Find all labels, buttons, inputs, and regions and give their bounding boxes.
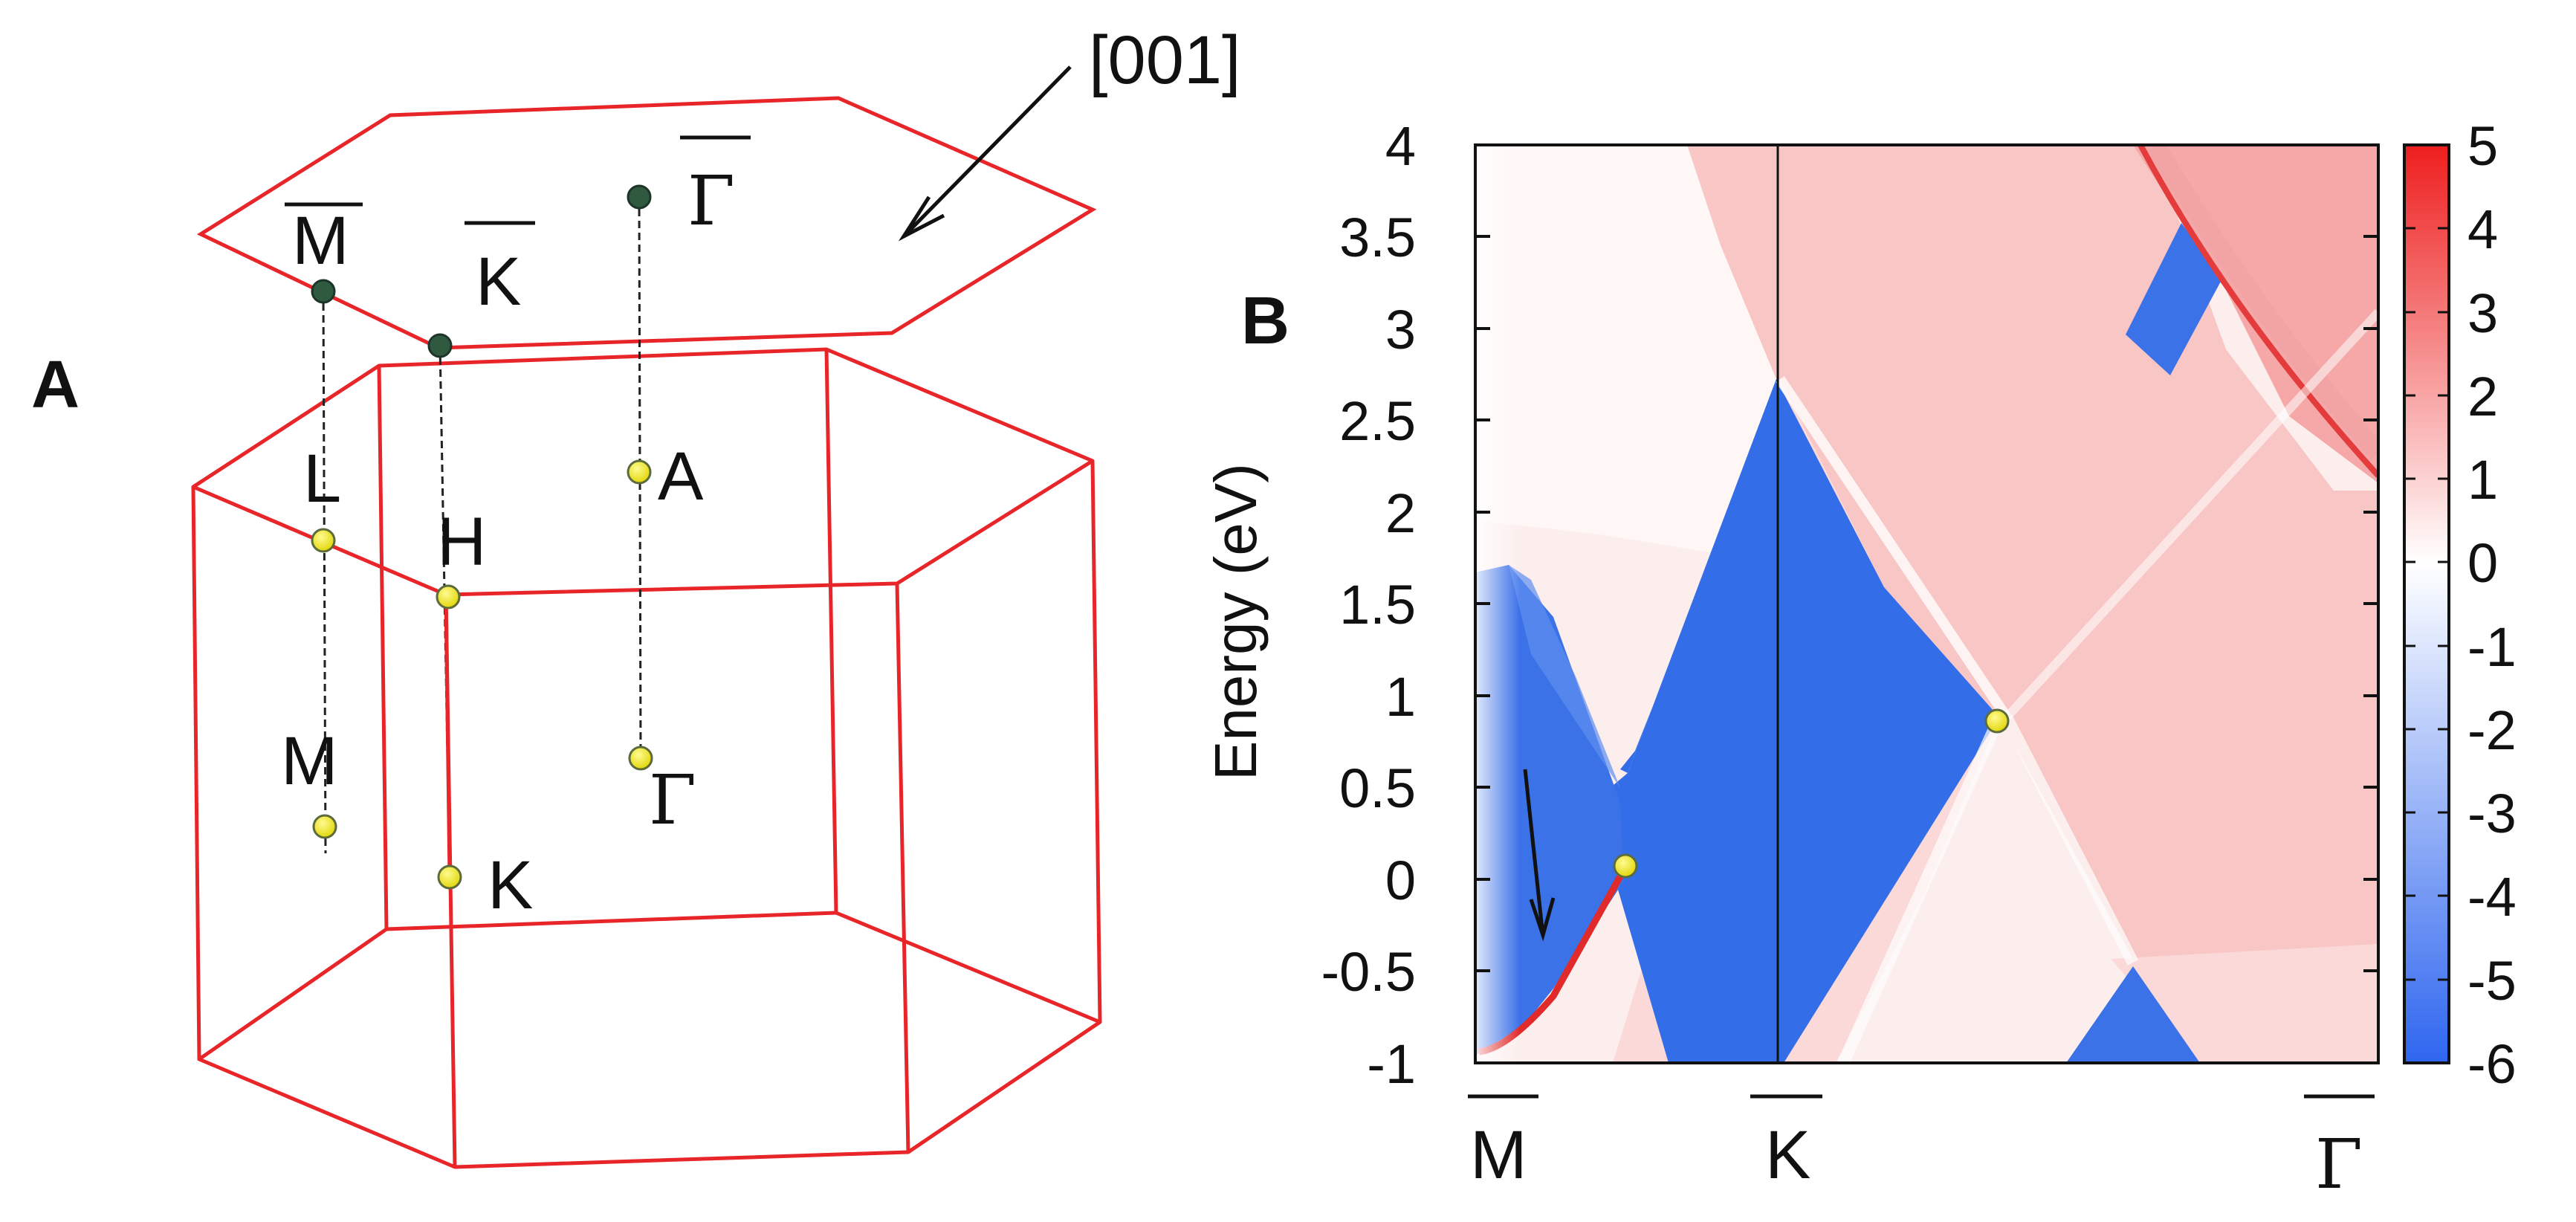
- h-label: H: [437, 504, 486, 580]
- a-label: A: [658, 439, 704, 514]
- l-point: [311, 528, 336, 553]
- k-bar-point: [427, 333, 453, 358]
- y-tick-1p5: 1.5: [1339, 574, 1416, 636]
- cb-tick-0: 0: [2467, 532, 2498, 594]
- m-label: M: [281, 723, 338, 799]
- y-tick-0p5: 0.5: [1339, 757, 1416, 819]
- y-tick-labels: 4 3.5 3 2.5 2 1.5 1 0.5 0 -0.5 -1: [1321, 115, 1416, 1095]
- a-point: [627, 459, 652, 485]
- y-tick-3p5: 3.5: [1339, 207, 1416, 268]
- crossing-marker-low: [1613, 853, 1638, 879]
- cb-tick-m6: -6: [2467, 1033, 2517, 1095]
- k-point: [437, 864, 462, 890]
- y-tick-0: 0: [1385, 850, 1416, 911]
- cb-tick-4: 4: [2467, 198, 2498, 260]
- y-axis-label: Energy (eV): [1203, 463, 1269, 780]
- x-tick-k: K: [1765, 1117, 1810, 1193]
- colorbar: [2403, 143, 2450, 1064]
- direction-arrow: [898, 65, 1072, 242]
- cb-tick-m1: -1: [2467, 616, 2517, 678]
- direction-label: [001]: [1089, 22, 1241, 98]
- spectral-heatmap: [1475, 145, 2378, 1063]
- y-tick-2: 2: [1385, 482, 1416, 544]
- y-tick-3: 3: [1385, 299, 1416, 361]
- gamma-label: Γ: [649, 760, 696, 840]
- x-tick-gamma: Γ: [2315, 1125, 2363, 1204]
- gamma-bar-point: [627, 184, 652, 210]
- y-tick-4: 4: [1385, 115, 1416, 177]
- k-bar-label: K: [476, 244, 521, 320]
- h-k-edge: [444, 598, 452, 878]
- panel-b-letter: B: [1241, 284, 1289, 358]
- y-tick-marks: [1475, 143, 2378, 972]
- cb-tick-m5: -5: [2467, 950, 2517, 1012]
- panel-a: A [001]: [31, 22, 1241, 1169]
- colorbar-ticks: [2404, 143, 2449, 1064]
- gamma-bar-label: Γ: [687, 161, 735, 241]
- cb-tick-m4: -4: [2467, 866, 2517, 928]
- cb-tick-3: 3: [2467, 282, 2498, 344]
- panel-a-letter: A: [31, 348, 80, 422]
- k-label: K: [488, 847, 533, 923]
- x-tick-m: M: [1470, 1117, 1527, 1193]
- x-tick-labels: M K Γ: [1468, 1094, 2375, 1204]
- gamma-point: [628, 746, 653, 771]
- y-tick-m1: -1: [1367, 1033, 1416, 1095]
- cb-tick-5: 5: [2467, 115, 2498, 177]
- m-bar-point: [311, 279, 336, 304]
- crossing-marker-high: [1984, 708, 2010, 734]
- y-tick-m0p5: -0.5: [1321, 941, 1416, 1003]
- surface-state-arrow: [1523, 769, 1556, 942]
- l-label: L: [303, 441, 341, 517]
- y-tick-2p5: 2.5: [1339, 390, 1416, 452]
- cb-tick-2: 2: [2467, 366, 2498, 427]
- m-point: [312, 814, 337, 839]
- cb-tick-m2: -2: [2467, 699, 2517, 761]
- cb-tick-1: 1: [2467, 449, 2498, 511]
- m-bar-label: M: [292, 203, 349, 279]
- panel-b: B Energy (eV): [1203, 115, 2517, 1204]
- y-tick-1: 1: [1385, 666, 1416, 728]
- cb-tick-m3: -3: [2467, 783, 2517, 844]
- h-point: [436, 584, 461, 610]
- colorbar-labels: 5 4 3 2 1 0 -1 -2 -3 -4 -5 -6: [2467, 115, 2517, 1095]
